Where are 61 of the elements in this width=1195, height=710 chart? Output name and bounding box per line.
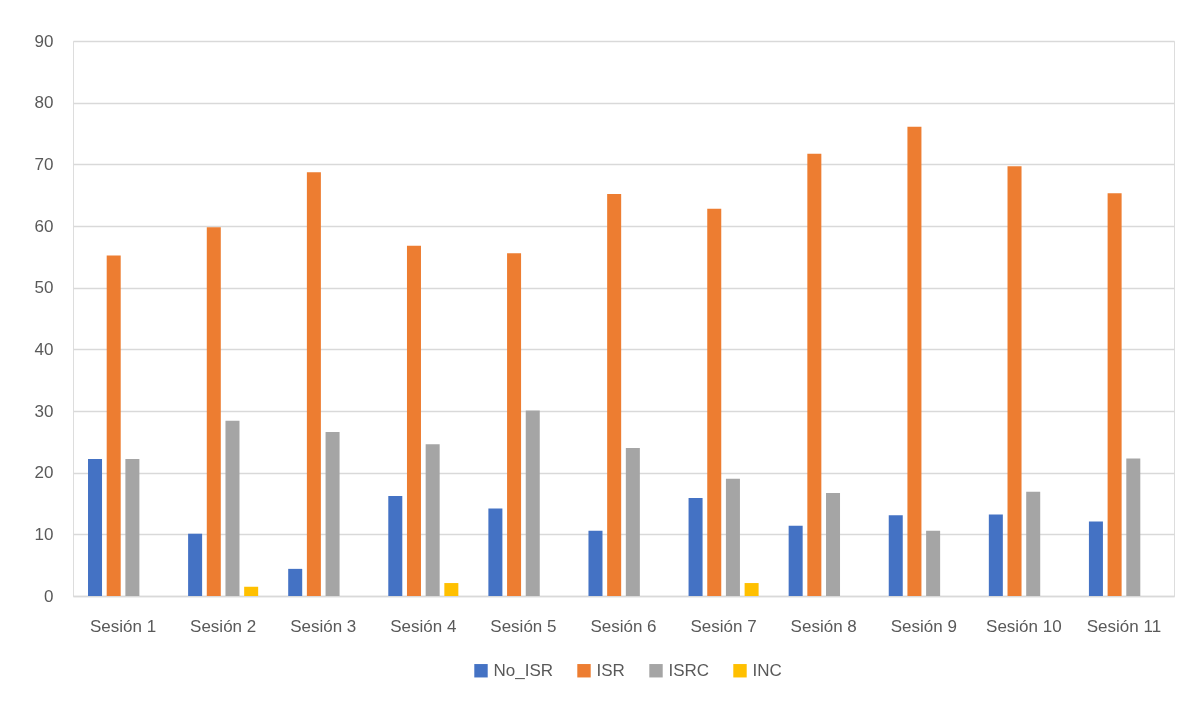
bar — [688, 497, 703, 596]
legend-label: No_ISR — [493, 660, 554, 680]
y-tick-label: 0 — [44, 586, 54, 606]
x-tick-label: Sesión 11 — [1086, 616, 1162, 636]
bar — [1107, 193, 1122, 596]
bar — [926, 530, 941, 596]
bar — [106, 255, 121, 596]
bar — [625, 448, 640, 596]
bar — [907, 126, 922, 596]
y-tick-label: 30 — [34, 401, 54, 421]
bar — [725, 478, 740, 596]
bar — [507, 253, 522, 596]
bar — [988, 514, 1003, 596]
y-tick-label: 50 — [34, 278, 54, 298]
bar — [607, 193, 622, 596]
bar — [1126, 458, 1141, 596]
bar — [425, 444, 440, 596]
bar — [488, 508, 503, 596]
bar — [788, 525, 803, 596]
x-tick-label: Sesión 8 — [790, 616, 857, 636]
bar — [1088, 521, 1103, 596]
bar — [1026, 491, 1041, 596]
bar — [188, 533, 203, 596]
bar — [225, 420, 240, 596]
bar — [744, 583, 759, 596]
x-tick-label: Sesión 10 — [986, 616, 1062, 636]
y-tick-label: 20 — [34, 463, 54, 483]
y-tick-label: 90 — [34, 31, 54, 51]
x-tick-label: Sesión 9 — [890, 616, 957, 636]
x-tick-label: Sesión 5 — [490, 616, 557, 636]
x-tick-label: Sesión 3 — [290, 616, 357, 636]
bar — [707, 208, 722, 596]
x-tick-label: Sesión 6 — [590, 616, 657, 636]
bar — [444, 583, 459, 596]
bar — [325, 431, 340, 596]
bar — [406, 245, 421, 596]
bar — [388, 496, 403, 596]
x-tick-label: Sesión 2 — [190, 616, 257, 636]
y-tick-label: 40 — [34, 339, 54, 359]
bar — [125, 459, 140, 596]
y-tick-label: 10 — [34, 524, 54, 544]
x-tick-label: Sesión 7 — [690, 616, 757, 636]
legend-label: ISRC — [668, 660, 710, 680]
legend-label: ISR — [596, 660, 625, 680]
bar — [826, 493, 841, 596]
legend-label: INC — [752, 660, 782, 680]
x-tick-label: Sesión 1 — [89, 616, 157, 636]
bar — [88, 459, 103, 596]
y-tick-label: 60 — [34, 216, 54, 236]
bar — [244, 586, 259, 596]
y-tick-label: 70 — [34, 154, 54, 174]
bar — [306, 172, 321, 596]
bar — [525, 410, 540, 596]
y-tick-label: 80 — [34, 93, 54, 113]
bar — [888, 515, 903, 596]
bar — [588, 530, 603, 596]
bar — [1007, 166, 1022, 596]
bar — [206, 227, 221, 596]
x-tick-label: Sesión 4 — [390, 616, 457, 636]
bar — [807, 153, 822, 596]
bar — [288, 568, 303, 596]
